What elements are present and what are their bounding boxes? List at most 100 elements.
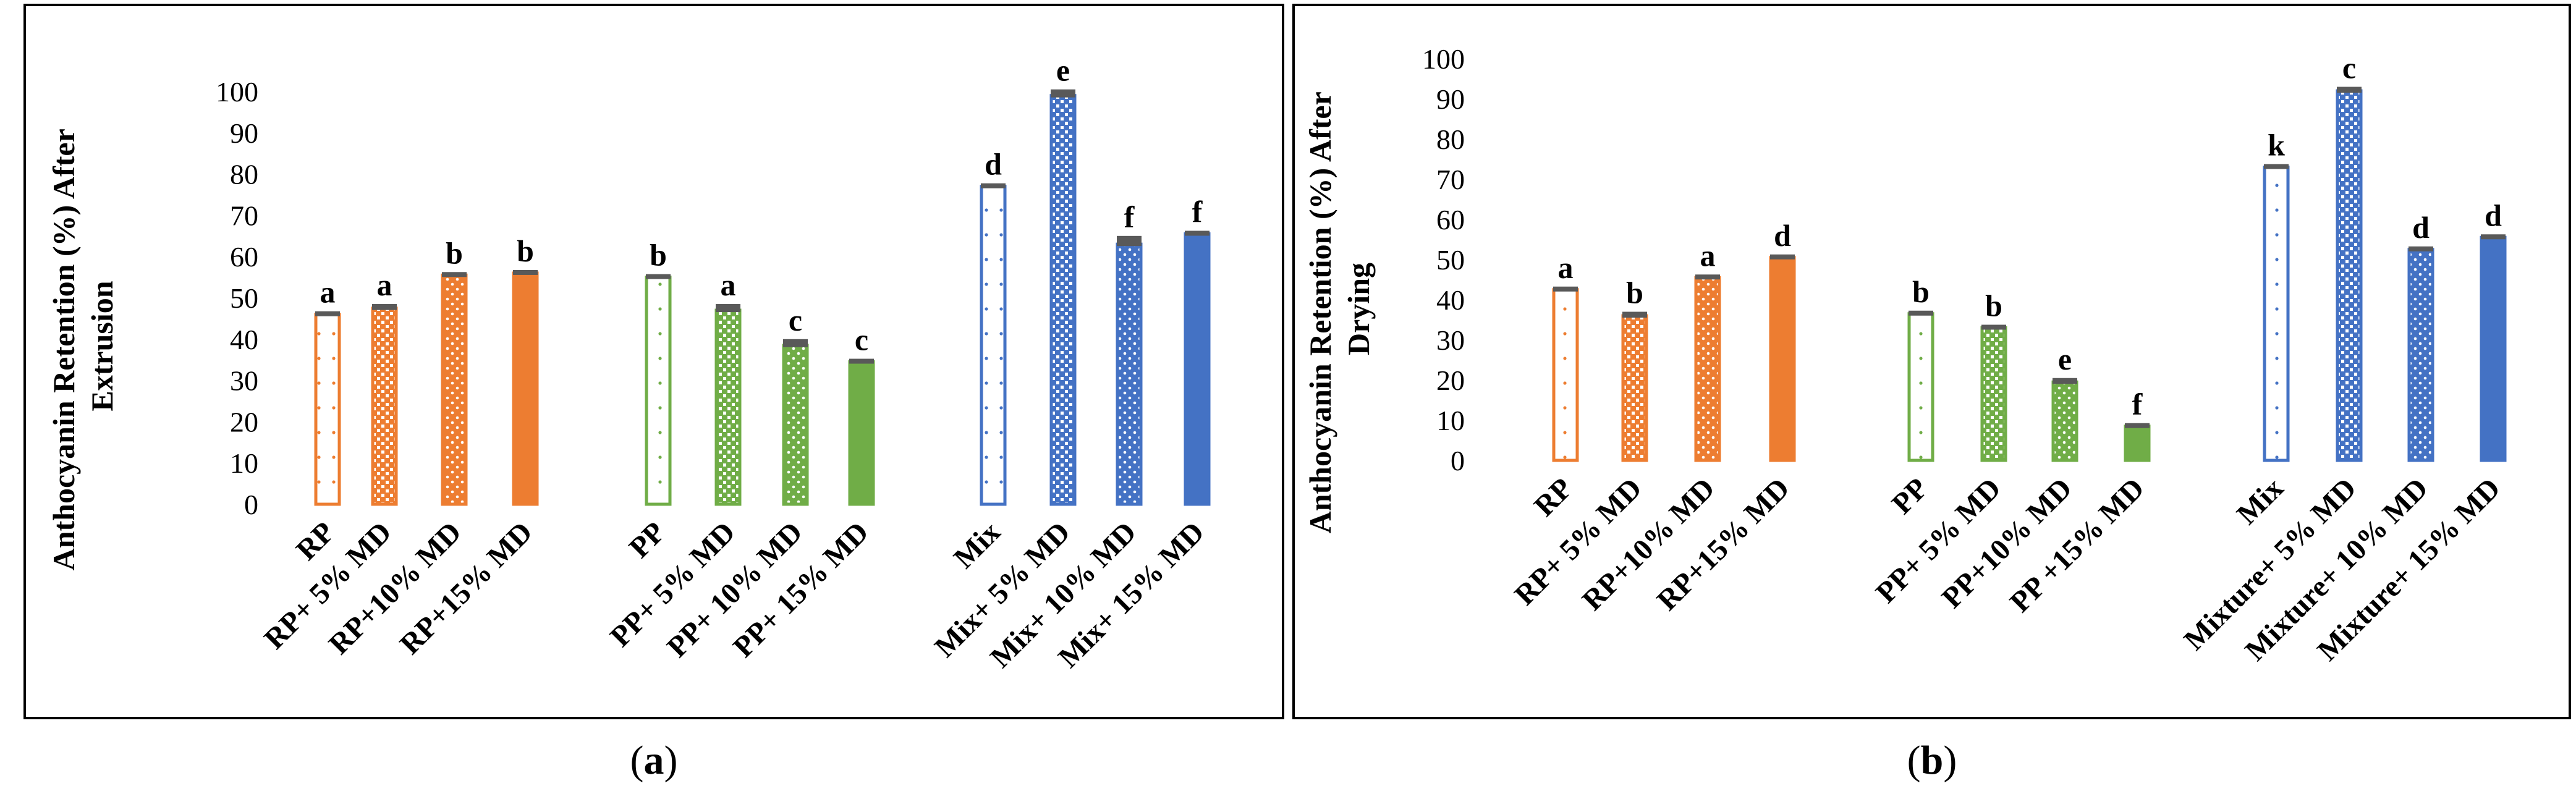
significance-letter: d xyxy=(985,147,1002,182)
y-axis-label-b: Anthocyanin Retention (%) After Drying xyxy=(1303,85,1376,534)
category-label: Mix xyxy=(2231,471,2290,531)
significance-letter: b xyxy=(446,235,463,270)
error-bar xyxy=(372,304,397,310)
y-tick-label: 0 xyxy=(1451,445,1465,476)
significance-letter: c xyxy=(2342,51,2356,85)
bar xyxy=(371,306,398,506)
error-bar xyxy=(981,183,1006,188)
y-tick-label: 70 xyxy=(1436,164,1465,195)
y-tick-label: 100 xyxy=(216,76,258,108)
error-bar xyxy=(849,358,874,364)
y-tick-label: 10 xyxy=(230,447,258,479)
significance-letter: e xyxy=(2058,342,2072,376)
panel-a-frame xyxy=(23,4,1284,719)
bar xyxy=(1116,242,1143,506)
panel-label-b: (b) xyxy=(1907,738,1957,783)
y-tick-label: 90 xyxy=(1436,83,1465,115)
bar xyxy=(2263,166,2290,462)
error-bar xyxy=(1909,310,1933,316)
error-bar xyxy=(646,274,671,279)
category-label: PP xyxy=(623,515,672,564)
y-ticks-a: 0 10 20 30 40 50 60 70 80 90 100 xyxy=(216,76,258,520)
bar xyxy=(848,360,875,506)
bar xyxy=(645,276,672,506)
bar xyxy=(2124,425,2151,462)
significance-letter: f xyxy=(1192,194,1203,229)
bar xyxy=(1694,276,1721,462)
chart-a: Anthocyanin Retention (%) After Extrusio… xyxy=(46,53,1211,674)
significance-letter: b xyxy=(517,234,534,268)
panel-label-a-letter: a xyxy=(644,738,664,783)
y-tick-label: 80 xyxy=(230,159,258,190)
error-bar xyxy=(2481,234,2506,240)
significance-letter: c xyxy=(855,323,868,357)
y-tick-label: 30 xyxy=(230,365,258,397)
y-tick-label: 20 xyxy=(230,406,258,438)
y-tick-label: 90 xyxy=(230,117,258,149)
y-ticks-b: 0 10 20 30 40 50 60 70 80 90 100 xyxy=(1422,43,1465,476)
y-tick-label: 60 xyxy=(230,241,258,273)
y-axis-label-line: Anthocyanin Retention (%) After xyxy=(46,129,81,570)
y-tick-label: 80 xyxy=(1436,124,1465,155)
y-tick-label: 70 xyxy=(230,200,258,231)
bar xyxy=(782,344,809,506)
bar xyxy=(2480,235,2507,462)
error-bar xyxy=(783,339,808,347)
bars-b: a b a d b b e f k c d d xyxy=(1552,51,2507,462)
bar xyxy=(1184,232,1211,506)
error-bar xyxy=(2409,246,2433,252)
significance-letter: a xyxy=(377,268,392,302)
error-bar xyxy=(1622,311,1647,318)
error-bar xyxy=(1770,254,1795,260)
error-bar xyxy=(2337,87,2362,93)
y-tick-label: 20 xyxy=(1436,365,1465,396)
y-axis-label-line: Drying xyxy=(1341,263,1376,355)
error-bar xyxy=(1553,286,1578,292)
significance-letter: b xyxy=(1912,274,1930,309)
y-tick-label: 10 xyxy=(1436,405,1465,436)
bar xyxy=(2051,380,2078,462)
significance-letter: f xyxy=(2132,387,2143,421)
y-tick-label: 50 xyxy=(230,282,258,314)
bar xyxy=(2407,248,2434,462)
category-label: PP xyxy=(1886,471,1934,520)
bar xyxy=(1907,312,1934,462)
bar xyxy=(314,313,341,506)
y-tick-label: 40 xyxy=(1436,284,1465,316)
significance-letter: b xyxy=(1626,276,1643,310)
significance-letter: d xyxy=(2412,210,2430,245)
error-bar xyxy=(716,304,740,313)
y-tick-label: 40 xyxy=(230,324,258,355)
chart-b: Anthocyanin Retention (%) After Drying 0… xyxy=(1303,43,2507,667)
significance-letter: a xyxy=(320,275,336,310)
y-tick-label: 60 xyxy=(1436,204,1465,235)
significance-letter: a xyxy=(721,268,736,302)
error-bar xyxy=(2053,378,2077,384)
significance-letter: b xyxy=(1985,289,2002,323)
bar xyxy=(1552,288,1579,462)
bars-a: a a b b b a c c d e f f xyxy=(314,53,1211,506)
error-bar xyxy=(442,272,467,277)
significance-letter: d xyxy=(2485,198,2502,232)
error-bar xyxy=(2125,423,2150,428)
error-bar xyxy=(1695,274,1720,280)
bar xyxy=(441,273,468,506)
significance-letter: e xyxy=(1056,53,1070,88)
bar xyxy=(980,185,1007,506)
panel-label-a: (a) xyxy=(630,738,678,783)
bar xyxy=(2336,89,2363,462)
significance-letter: f xyxy=(1124,200,1135,234)
error-bar xyxy=(513,269,538,275)
y-tick-label: 30 xyxy=(1436,324,1465,356)
error-bar xyxy=(1051,89,1075,98)
significance-letter: c xyxy=(789,303,802,337)
y-axis-label-a: Anthocyanin Retention (%) After Extrusio… xyxy=(46,122,119,571)
y-tick-label: 50 xyxy=(1436,244,1465,276)
bar xyxy=(512,271,539,506)
significance-letter: k xyxy=(2268,128,2285,163)
category-label: Mix xyxy=(947,515,1007,575)
